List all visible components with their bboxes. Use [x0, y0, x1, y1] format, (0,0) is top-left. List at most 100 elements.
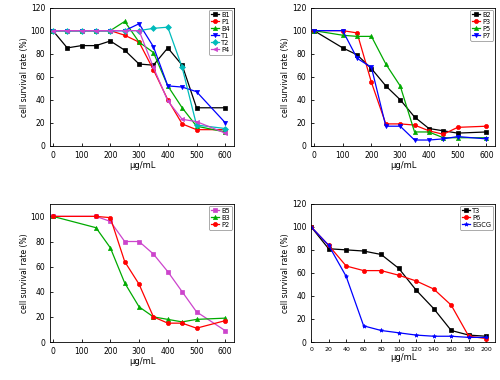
T1	[50, 28, 56, 33]
EGCG	[396, 331, 402, 335]
B3	[122, 281, 128, 285]
B3	[136, 304, 142, 309]
P7	[368, 65, 374, 70]
P2	[150, 315, 156, 319]
P5	[383, 62, 389, 66]
T3	[360, 249, 366, 253]
T3	[343, 248, 349, 252]
Line: P7: P7	[312, 28, 488, 142]
P7	[354, 56, 360, 60]
Legend: B1, P1, B4, T1, T2, P4: B1, P1, B4, T1, T2, P4	[209, 10, 232, 55]
X-axis label: μg/mL: μg/mL	[129, 161, 155, 170]
P6	[466, 334, 471, 339]
B2	[484, 130, 490, 134]
P3	[340, 28, 345, 33]
B2	[311, 28, 317, 33]
EGCG	[430, 334, 436, 339]
Line: B2: B2	[312, 28, 488, 135]
P1	[165, 97, 171, 102]
Y-axis label: cell survival rate (%): cell survival rate (%)	[282, 37, 290, 117]
B2	[440, 128, 446, 133]
B1	[93, 43, 99, 48]
Line: B5: B5	[51, 214, 228, 333]
P6	[483, 336, 489, 341]
P6	[378, 268, 384, 273]
P6	[326, 243, 332, 247]
P4	[136, 28, 142, 33]
Line: B3: B3	[51, 214, 228, 324]
T1	[122, 28, 128, 33]
B1	[179, 63, 185, 68]
P6	[396, 273, 402, 277]
P2	[93, 214, 99, 218]
B4	[78, 28, 84, 33]
B4	[165, 84, 171, 88]
Legend: B5, B3, P2: B5, B3, P2	[209, 206, 232, 230]
Line: P5: P5	[312, 28, 488, 140]
B3	[165, 317, 171, 321]
Line: T2: T2	[51, 25, 228, 131]
B5	[122, 239, 128, 244]
P1	[222, 127, 228, 132]
P1	[108, 28, 114, 33]
Line: P3: P3	[312, 28, 488, 136]
P4	[108, 28, 114, 33]
P6	[448, 303, 454, 307]
P7	[426, 138, 432, 142]
P3	[412, 123, 418, 127]
B5	[136, 239, 142, 244]
B1	[122, 48, 128, 52]
B5	[222, 328, 228, 333]
P5	[354, 34, 360, 39]
P4	[222, 131, 228, 135]
T2	[78, 28, 84, 33]
B5	[194, 310, 200, 314]
B4	[179, 106, 185, 110]
P7	[440, 136, 446, 141]
Line: T3: T3	[309, 225, 488, 338]
P4	[64, 28, 70, 33]
T1	[222, 120, 228, 125]
X-axis label: μg/mL: μg/mL	[129, 357, 155, 366]
T2	[194, 123, 200, 127]
B2	[368, 66, 374, 71]
P7	[454, 134, 460, 139]
P3	[311, 28, 317, 33]
B4	[50, 28, 56, 33]
B3	[179, 320, 185, 324]
T2	[108, 28, 114, 33]
P1	[194, 127, 200, 132]
B2	[383, 84, 389, 88]
P3	[383, 122, 389, 126]
T1	[136, 21, 142, 26]
P3	[440, 132, 446, 136]
T2	[50, 28, 56, 33]
B4	[194, 124, 200, 128]
P4	[150, 65, 156, 70]
B3	[93, 225, 99, 230]
T3	[308, 225, 314, 229]
B1	[50, 28, 56, 33]
T2	[150, 26, 156, 31]
T2	[64, 28, 70, 33]
T1	[108, 28, 114, 33]
P7	[397, 124, 403, 128]
T2	[165, 25, 171, 30]
P4	[165, 98, 171, 103]
B1	[222, 106, 228, 110]
T2	[136, 28, 142, 33]
B3	[222, 316, 228, 320]
EGCG	[360, 324, 366, 328]
P3	[397, 122, 403, 126]
P7	[311, 28, 317, 33]
B5	[150, 252, 156, 257]
T3	[326, 247, 332, 251]
Line: P4: P4	[51, 28, 228, 135]
Legend: T3, P6, EGCG: T3, P6, EGCG	[460, 206, 493, 230]
Legend: B2, P3, P5, P7: B2, P3, P5, P7	[470, 10, 493, 41]
B4	[122, 19, 128, 24]
B1	[150, 63, 156, 68]
P5	[412, 130, 418, 134]
T2	[93, 28, 99, 33]
B5	[50, 214, 56, 218]
